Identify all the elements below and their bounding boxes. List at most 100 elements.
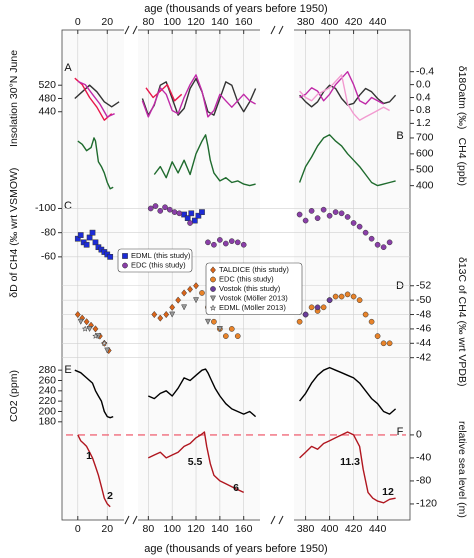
data-point: [380, 244, 387, 251]
data-point: [83, 241, 90, 248]
legend-marker: [209, 295, 217, 302]
x-tick-label-bottom: 140: [211, 523, 229, 535]
legend-label: Vostok (Möller 2013): [219, 293, 288, 302]
legend-marker: [122, 253, 128, 259]
data-point: [175, 296, 182, 304]
y-tick-label: -44: [416, 337, 431, 349]
data-point: [107, 254, 114, 260]
data-point: [320, 206, 327, 213]
y-axis-title: Insolation 30°N June: [8, 50, 20, 147]
data-point: [205, 239, 211, 246]
annotation: 2: [107, 490, 113, 502]
data-point: [234, 333, 241, 339]
x-tick-label-bottom: 160: [235, 523, 253, 535]
data-point: [308, 208, 315, 214]
legend-label: EDML (Möller 2013): [219, 303, 286, 312]
data-point: [368, 235, 375, 242]
y-axis-title: relative sea level (m): [456, 421, 468, 518]
data-point: [338, 210, 345, 217]
data-point: [86, 234, 93, 241]
data-point: [228, 326, 235, 332]
data-point: [181, 304, 188, 311]
y-tick-label: 500: [416, 164, 434, 176]
legend-label: TALDICE (this study): [219, 265, 289, 274]
data-point: [184, 215, 191, 221]
data-point: [308, 304, 315, 311]
data-point: [191, 217, 198, 224]
annotation: 5.5: [188, 456, 203, 468]
x-tick-label-top: 20: [101, 16, 113, 28]
y-axis-title: CO2 (ppm): [8, 370, 20, 422]
panel-letter: B: [396, 130, 403, 142]
data-point: [83, 318, 90, 326]
data-point: [296, 211, 303, 218]
data-point: [368, 318, 375, 325]
data-point: [374, 333, 381, 339]
data-point: [89, 229, 96, 236]
y-axis-title: δD of CH4 (‰ wrt VSMOW): [8, 168, 20, 298]
data-point: [77, 318, 84, 325]
x-tick-label-top: 420: [345, 16, 363, 28]
data-line: [74, 366, 397, 419]
data-point: [104, 347, 111, 354]
y-tick-label: 520: [38, 79, 56, 91]
data-point: [163, 310, 170, 319]
legend-label: EDML (this study): [131, 251, 191, 260]
data-point: [216, 326, 223, 333]
data-point: [296, 318, 303, 325]
data-point: [362, 311, 369, 318]
data-point: [199, 209, 205, 215]
data-point: [162, 204, 168, 211]
legend-label: Vostok (this study): [219, 284, 281, 293]
data-point: [74, 310, 81, 319]
x-tick-label-top: 400: [321, 16, 339, 28]
data-point: [362, 229, 369, 236]
y-tick-label: 0.0: [416, 78, 431, 90]
x-tick-label-top: 0: [75, 16, 81, 28]
data-point: [193, 297, 200, 304]
x-tick-label-bottom: 120: [187, 523, 205, 535]
data-point: [332, 209, 339, 215]
x-axis-title-top: age (thousands of years before 1950): [144, 3, 327, 15]
data-point: [157, 314, 164, 322]
legend-marker: [210, 286, 216, 292]
data-point: [222, 240, 229, 247]
data-point: [187, 220, 193, 226]
y-tick-label: 0.8: [416, 104, 431, 116]
data-point: [92, 325, 99, 333]
y-tick-label: -0.4: [416, 65, 434, 77]
data-point: [151, 310, 158, 319]
data-point: [86, 326, 93, 333]
legend-label: EDC (this study): [219, 274, 274, 283]
data-point: [386, 340, 393, 347]
data-point: [169, 303, 176, 311]
x-tick-label-top: 440: [369, 16, 387, 28]
data-point: [234, 239, 241, 246]
data-point: [100, 339, 108, 347]
data-point: [166, 206, 173, 213]
data-point: [193, 282, 199, 290]
data-point: [320, 304, 327, 311]
data-point: [195, 212, 202, 219]
y-tick-label: 220: [38, 395, 56, 407]
x-tick-label-bottom: 400: [321, 523, 339, 535]
legend-marker: [209, 304, 217, 311]
data-point: [314, 304, 321, 311]
data-point: [222, 333, 229, 339]
y-tick-label: 0.4: [416, 91, 431, 103]
data-line: [74, 77, 183, 121]
x-tick-label-top: 80: [142, 16, 154, 28]
annotation: 11.3: [340, 456, 360, 468]
panel-letter: E: [64, 364, 71, 376]
data-point: [356, 223, 363, 230]
x-tick-label-top: 160: [235, 16, 253, 28]
y-axis-title: δ13C of CH4 (‰ wrt VPDB): [456, 257, 468, 387]
data-point: [157, 208, 164, 214]
y-tick-label: 1.2: [416, 117, 431, 129]
data-point: [356, 297, 363, 303]
y-axis-title: δ18Oatm (‰): [456, 66, 468, 130]
legend-box: [205, 262, 303, 315]
data-line: [299, 74, 390, 121]
x-tick-label-bottom: 440: [369, 523, 387, 535]
x-tick-label-top: 100: [163, 16, 181, 28]
